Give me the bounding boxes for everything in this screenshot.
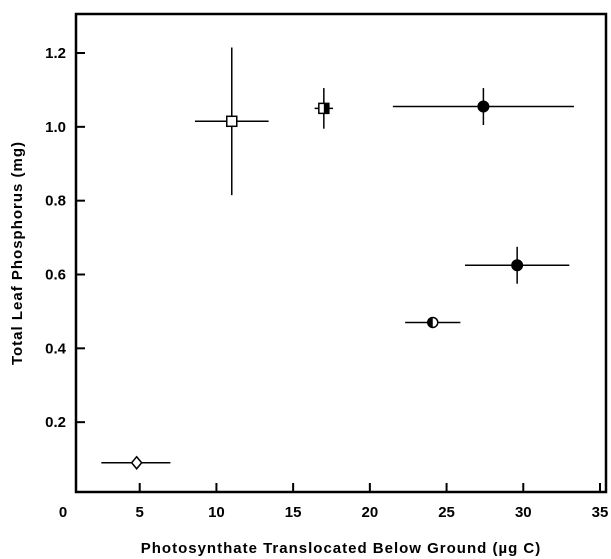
x-tick-label: 10 — [208, 504, 225, 521]
data-points — [101, 47, 574, 470]
marker-half-fill — [427, 317, 433, 328]
y-tick-label: 0.2 — [45, 414, 66, 431]
x-tick-label: 20 — [362, 504, 379, 521]
x-tick-label: 35 — [592, 504, 609, 521]
x-tick-label: 25 — [438, 504, 455, 521]
x-axis-label: Photosynthate Translocated Below Ground … — [141, 540, 542, 557]
x-tick-label: 5 — [136, 504, 144, 521]
data-point — [405, 316, 461, 329]
x-tick-label: 15 — [285, 504, 302, 521]
marker-open-diamond — [130, 455, 143, 470]
data-point — [101, 455, 171, 470]
data-point — [392, 88, 574, 125]
x-tick-label: 30 — [515, 504, 532, 521]
y-tick-label: 0.6 — [45, 267, 66, 284]
y-tick-label: 1.2 — [45, 45, 66, 62]
data-point — [464, 246, 570, 284]
data-point — [314, 88, 334, 129]
marker-filled-circle — [477, 100, 490, 113]
y-axis-ticks: 0.2 0.4 0.6 0.8 1.0 1.2 — [45, 45, 85, 431]
marker-open-square — [226, 115, 238, 128]
x-tick-label: 0 — [59, 504, 67, 521]
y-tick-label: 0.4 — [45, 340, 67, 357]
plot-frame — [74, 12, 608, 494]
marker-filled-circle — [511, 259, 524, 272]
x-axis-ticks: 0 5 10 15 20 25 30 35 — [59, 483, 609, 521]
y-tick-label: 0.8 — [45, 193, 66, 210]
marker-half-fill — [323, 103, 329, 114]
y-tick-label: 1.0 — [45, 119, 66, 136]
data-point — [194, 47, 269, 196]
y-axis-label: Total Leaf Phosphorus (mg) — [9, 141, 26, 365]
